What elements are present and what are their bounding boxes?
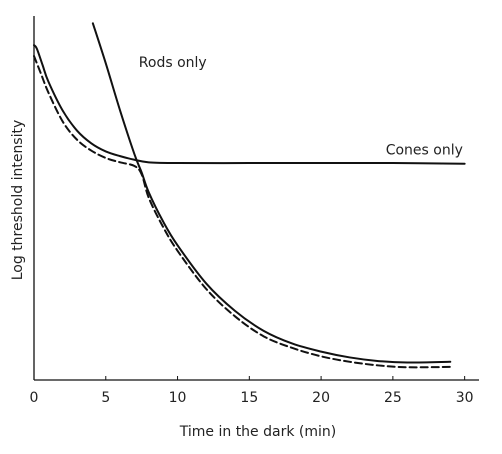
x-tick-label: 5 [101, 390, 110, 406]
series-combined-dashed-line [33, 55, 452, 369]
x-tick-label: 25 [384, 390, 402, 406]
series-layer [33, 22, 466, 369]
x-tick-label: 0 [30, 390, 39, 406]
x-tick-label: 10 [169, 390, 187, 406]
x-tick-label: 20 [312, 390, 330, 406]
x-axis-title: Time in the dark (min) [179, 424, 336, 440]
x-tick-label: 15 [240, 390, 258, 406]
series-cones-only-line [33, 44, 466, 165]
x-ticks: 0 5 10 15 20 25 30 [30, 376, 474, 406]
annotation-cones-only: Cones only [386, 142, 463, 158]
y-axis-title: Log threshold intensity [10, 120, 26, 281]
x-tick-label: 30 [456, 390, 474, 406]
axes [33, 16, 479, 381]
annotation-rods-only: Rods only [139, 55, 207, 71]
annotations: Rods only Cones only [139, 55, 463, 158]
series-rods-only-line [91, 22, 452, 364]
